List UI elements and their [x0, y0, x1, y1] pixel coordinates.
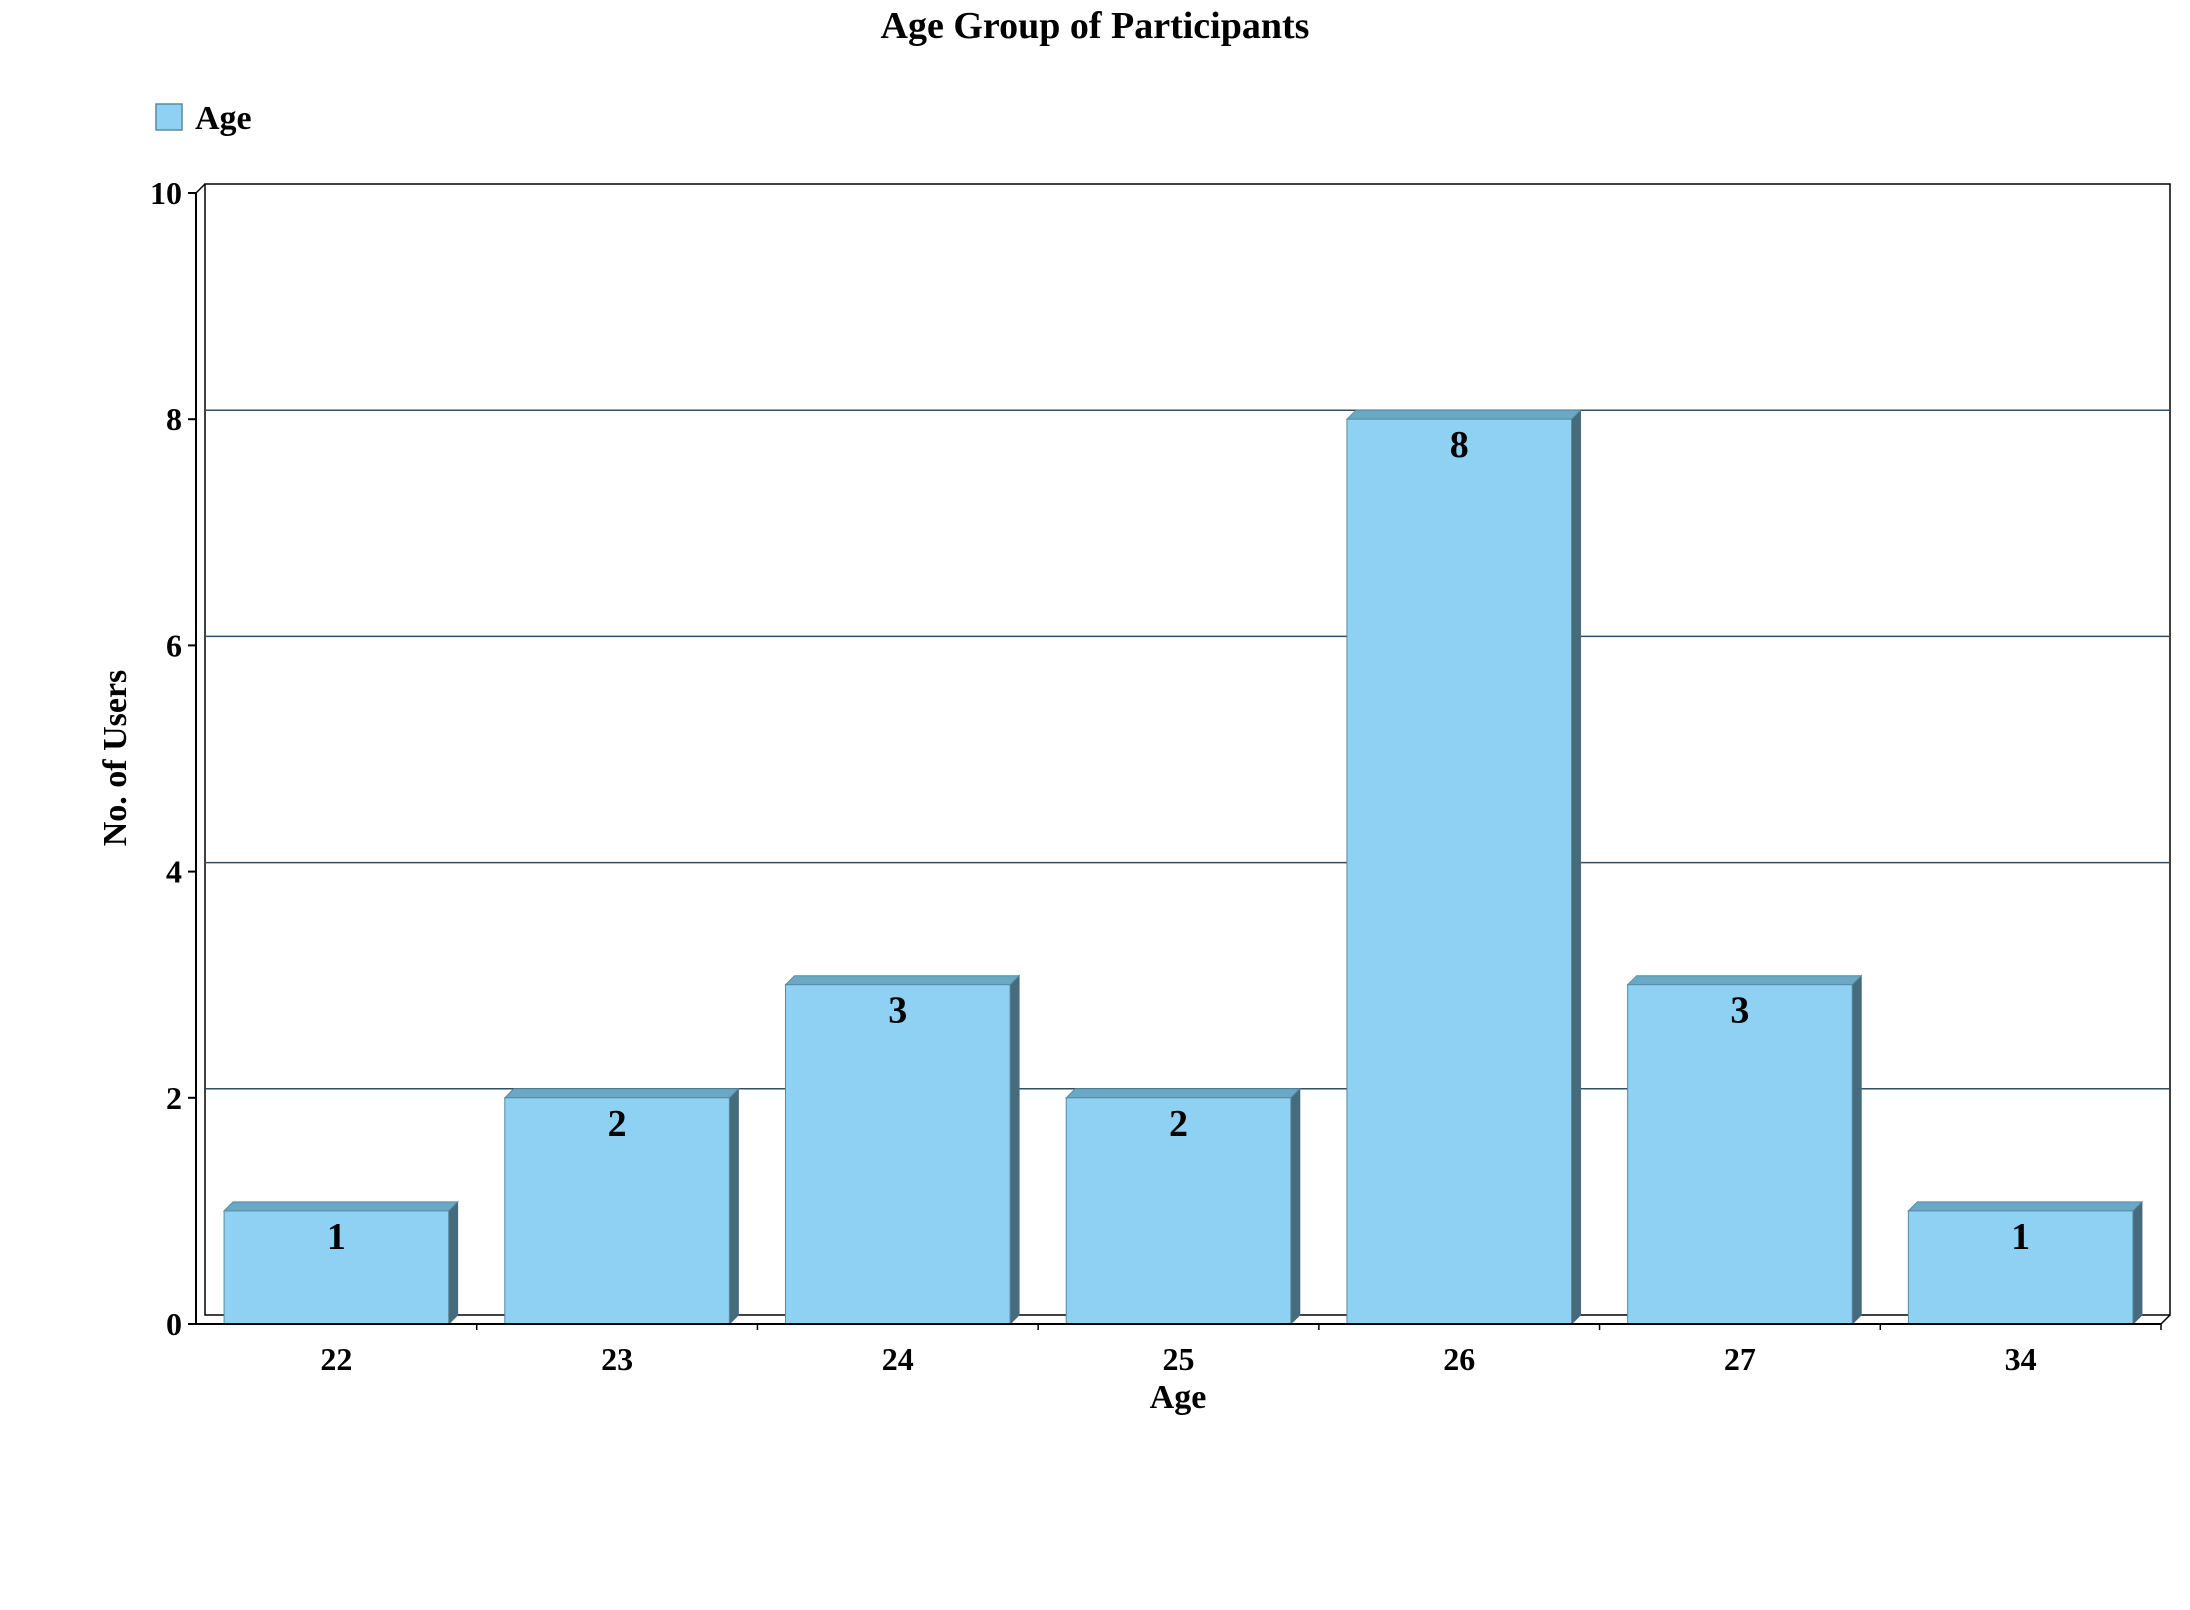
- bar-top: [784, 975, 1021, 986]
- wall-edge: [195, 183, 206, 194]
- data-label: 2: [1169, 1103, 1188, 1145]
- bar-top: [1907, 1201, 2144, 1212]
- bar-side: [1290, 1087, 1301, 1326]
- bar: 2: [1065, 1087, 1301, 1326]
- data-label: 3: [1730, 990, 1749, 1032]
- bar-side: [1851, 974, 1862, 1326]
- bar: 1: [222, 1200, 459, 1326]
- data-label: 3: [888, 990, 907, 1032]
- x-tick-labels: 22 23 24 25 26 27 34: [320, 1324, 2162, 1377]
- x-tick-label: 25: [1163, 1341, 1195, 1377]
- bar-side: [728, 1087, 739, 1326]
- legend-label: Age: [195, 100, 252, 137]
- y-tick-label: 4: [166, 854, 182, 890]
- bar: 2: [503, 1087, 740, 1326]
- floor-edge: [2160, 1314, 2171, 1325]
- bar-top: [1065, 1088, 1301, 1099]
- data-label: 8: [1450, 424, 1469, 466]
- x-tick-label: 26: [1443, 1341, 1475, 1377]
- y-axis-title: No. of Users: [97, 670, 134, 847]
- bar-top: [503, 1088, 740, 1099]
- bars: 1 2 3 2 8 3 1: [222, 408, 2144, 1326]
- data-label: 1: [327, 1216, 346, 1258]
- data-label: 2: [608, 1103, 627, 1145]
- bar-side: [448, 1200, 459, 1326]
- x-tick-label: 34: [2005, 1341, 2037, 1377]
- x-tick-label: 24: [882, 1341, 914, 1377]
- bar-top: [222, 1201, 459, 1212]
- bar-front: [1907, 1210, 2134, 1325]
- bar-side: [2132, 1200, 2143, 1326]
- y-tick-label: 2: [166, 1080, 182, 1116]
- chart-title: Age Group of Participants: [881, 5, 1310, 47]
- bar-side: [1009, 974, 1020, 1326]
- bar-front: [1627, 984, 1853, 1325]
- x-tick-label: 23: [601, 1341, 633, 1377]
- legend-swatch: [155, 103, 183, 131]
- x-tick-label: 27: [1724, 1341, 1756, 1377]
- bar: 3: [1626, 974, 1863, 1326]
- bar-top: [1626, 975, 1863, 986]
- data-label: 1: [2011, 1216, 2030, 1258]
- x-axis-title: Age: [1150, 1379, 1207, 1416]
- x-tick-label: 22: [320, 1341, 352, 1377]
- axes: [195, 183, 2171, 1325]
- bar: 8: [1345, 408, 1582, 1326]
- bar-front: [504, 1097, 730, 1325]
- y-tick-label: 6: [166, 627, 182, 663]
- y-tick-label: 8: [166, 401, 182, 437]
- bar: 3: [784, 974, 1021, 1326]
- bar-top: [1345, 409, 1582, 420]
- bar-side: [1571, 408, 1581, 1326]
- bar-front: [1065, 1097, 1292, 1325]
- bar-front: [785, 984, 1011, 1325]
- y-tick-labels: 0 2 4 6 8 10: [150, 175, 196, 1342]
- y-tick-label: 10: [150, 175, 182, 211]
- y-tick-label: 0: [166, 1306, 182, 1342]
- bar-front: [223, 1210, 450, 1325]
- legend: Age: [155, 100, 252, 137]
- bar: 1: [1907, 1200, 2144, 1326]
- bar-front: [1346, 418, 1573, 1325]
